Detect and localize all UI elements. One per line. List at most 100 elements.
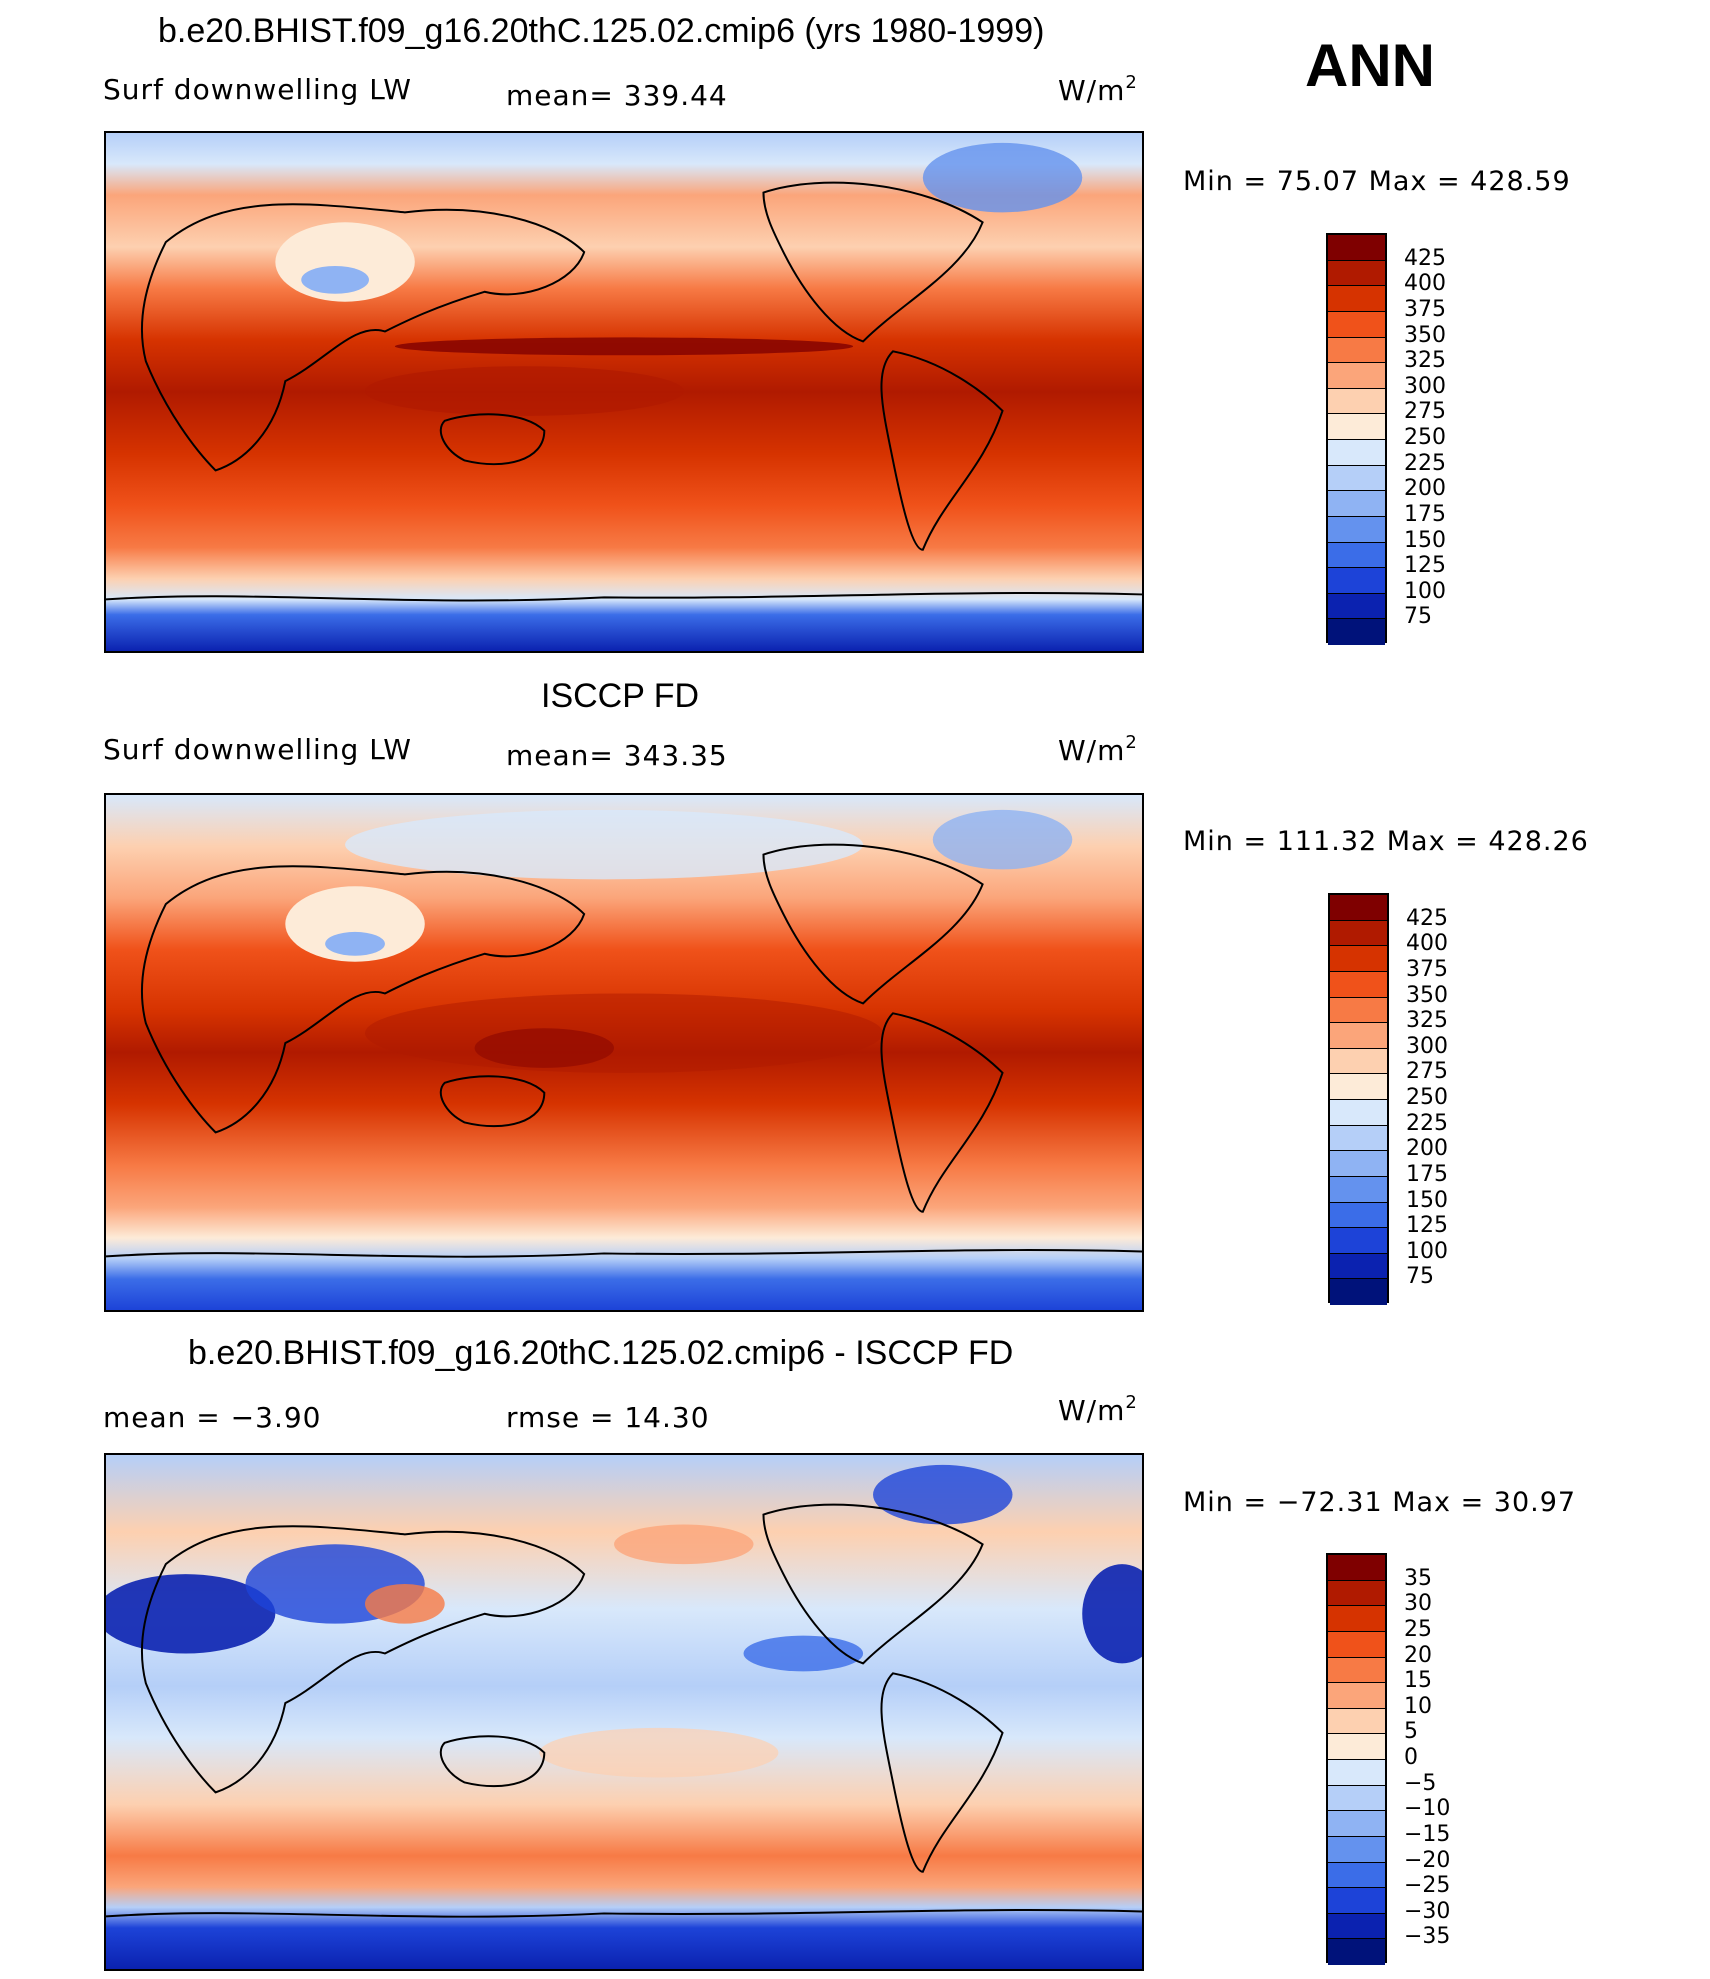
colorbar-segment — [1328, 1631, 1385, 1658]
colorbar-tick-label: −25 — [1404, 1873, 1451, 1899]
colorbar-segment — [1328, 542, 1385, 569]
colorbar-tick-label: 100 — [1406, 1238, 1448, 1264]
colorbar-segment — [1330, 1074, 1387, 1100]
colorbar-segment — [1330, 1279, 1387, 1305]
colorbar-tick-label: 400 — [1404, 271, 1446, 297]
colorbar-segment — [1328, 491, 1385, 517]
colorbar-tick-label: 375 — [1406, 956, 1448, 982]
colorbar-tick-label: 275 — [1406, 1059, 1448, 1085]
panel2-title: ISCCP FD — [541, 677, 700, 715]
colorbar-tick-label: 0 — [1404, 1745, 1418, 1770]
colorbar-segment — [1328, 1683, 1385, 1709]
colorbar-tick-label: 25 — [1404, 1616, 1432, 1642]
colorbar-segment — [1328, 414, 1385, 440]
colorbar-tick-label: 15 — [1404, 1668, 1432, 1694]
colorbar-segment — [1328, 440, 1385, 466]
colorbar-segment — [1328, 1606, 1385, 1632]
colorbar-tick-label: 350 — [1404, 322, 1446, 348]
colorbar-tick-label: −20 — [1404, 1847, 1451, 1873]
colorbar-segment — [1330, 1048, 1387, 1075]
colorbar-segment — [1328, 1555, 1385, 1581]
colorbar-segment — [1330, 1202, 1387, 1229]
panel2-minmax: Min = 111.32 Max = 428.26 — [1183, 826, 1589, 857]
colorbar-tick-label: 275 — [1404, 399, 1446, 425]
panel1-variable: Surf downwelling LW — [103, 73, 412, 106]
colorbar-segment — [1328, 619, 1385, 645]
panel1-map — [104, 131, 1144, 653]
panel2-map — [104, 793, 1144, 1312]
colorbar-segment — [1328, 1862, 1385, 1889]
panel2-colorbar — [1328, 893, 1389, 1305]
colorbar-segment — [1328, 337, 1385, 364]
colorbar-segment — [1330, 1023, 1387, 1049]
colorbar-tick-label: 150 — [1404, 527, 1446, 553]
colorbar-segment — [1328, 1708, 1385, 1735]
colorbar-tick-label: 100 — [1404, 578, 1446, 604]
colorbar-segment — [1328, 1785, 1385, 1812]
colorbar-segment — [1330, 1100, 1387, 1126]
colorbar-segment — [1328, 235, 1385, 261]
colorbar-tick-label: 250 — [1406, 1085, 1448, 1110]
colorbar-tick-label: 20 — [1404, 1642, 1432, 1668]
panel2-units: W/m2 — [1058, 732, 1138, 767]
colorbar-tick-label: 10 — [1404, 1693, 1432, 1719]
panel1-units: W/m2 — [1058, 72, 1138, 107]
colorbar-segment — [1328, 1939, 1385, 1965]
colorbar-tick-label: 35 — [1404, 1565, 1432, 1591]
colorbar-tick-label: 5 — [1404, 1719, 1418, 1745]
colorbar-tick-label: 175 — [1404, 501, 1446, 527]
panel3-map — [104, 1453, 1144, 1971]
colorbar-tick-label: −35 — [1404, 1924, 1451, 1950]
colorbar-tick-label: −5 — [1404, 1770, 1437, 1796]
colorbar-tick-label: 200 — [1406, 1136, 1448, 1162]
panel3-minmax: Min = −72.31 Max = 30.97 — [1183, 1487, 1577, 1518]
colorbar-tick-label: 225 — [1406, 1110, 1448, 1136]
colorbar-segment — [1328, 1888, 1385, 1914]
panel3-title: b.e20.BHIST.f09_g16.20thC.125.02.cmip6 -… — [188, 1334, 1014, 1372]
colorbar-segment — [1328, 1657, 1385, 1684]
colorbar-segment — [1328, 363, 1385, 389]
colorbar-tick-label: 150 — [1406, 1187, 1448, 1213]
colorbar-tick-label: 200 — [1404, 476, 1446, 502]
colorbar-tick-label: 400 — [1406, 931, 1448, 957]
colorbar-tick-label: −10 — [1404, 1796, 1451, 1822]
colorbar-tick-label: −15 — [1404, 1821, 1451, 1847]
colorbar-segment — [1330, 895, 1387, 921]
colorbar-tick-label: 175 — [1406, 1161, 1448, 1187]
colorbar-segment — [1328, 1580, 1385, 1607]
colorbar-segment — [1330, 920, 1387, 947]
colorbar-segment — [1330, 1176, 1387, 1203]
panel3-units: W/m2 — [1058, 1392, 1138, 1427]
panel1-colorbar — [1326, 233, 1387, 645]
colorbar-tick-label: 375 — [1404, 296, 1446, 322]
season-label: ANN — [1305, 32, 1435, 99]
colorbar-segment — [1330, 1228, 1387, 1254]
colorbar-tick-label: 425 — [1406, 905, 1448, 931]
panel3-mean: mean = −3.90 — [103, 1401, 322, 1434]
colorbar-segment — [1328, 1811, 1385, 1837]
colorbar-tick-label: 125 — [1404, 553, 1446, 579]
colorbar-tick-label: 250 — [1404, 425, 1446, 450]
colorbar-segment — [1328, 1836, 1385, 1863]
colorbar-segment — [1330, 1151, 1387, 1177]
colorbar-tick-label: 325 — [1406, 1008, 1448, 1034]
colorbar-tick-label: 125 — [1406, 1213, 1448, 1239]
colorbar-segment — [1330, 997, 1387, 1024]
colorbar-segment — [1330, 1253, 1387, 1280]
panel3-rmse: rmse = 14.30 — [506, 1401, 710, 1434]
colorbar-segment — [1328, 311, 1385, 338]
colorbar-tick-label: −30 — [1404, 1898, 1451, 1924]
colorbar-segment — [1330, 1125, 1387, 1152]
colorbar-segment — [1328, 465, 1385, 492]
colorbar-tick-label: 75 — [1404, 604, 1432, 630]
colorbar-segment — [1328, 388, 1385, 415]
colorbar-tick-label: 75 — [1406, 1264, 1434, 1290]
colorbar-segment — [1328, 1913, 1385, 1940]
colorbar-segment — [1330, 971, 1387, 998]
colorbar-tick-label: 325 — [1404, 348, 1446, 374]
colorbar-segment — [1328, 260, 1385, 287]
panel1-minmax: Min = 75.07 Max = 428.59 — [1183, 166, 1571, 197]
colorbar-tick-label: 425 — [1404, 245, 1446, 271]
colorbar-tick-label: 300 — [1404, 373, 1446, 399]
colorbar-segment — [1328, 568, 1385, 594]
